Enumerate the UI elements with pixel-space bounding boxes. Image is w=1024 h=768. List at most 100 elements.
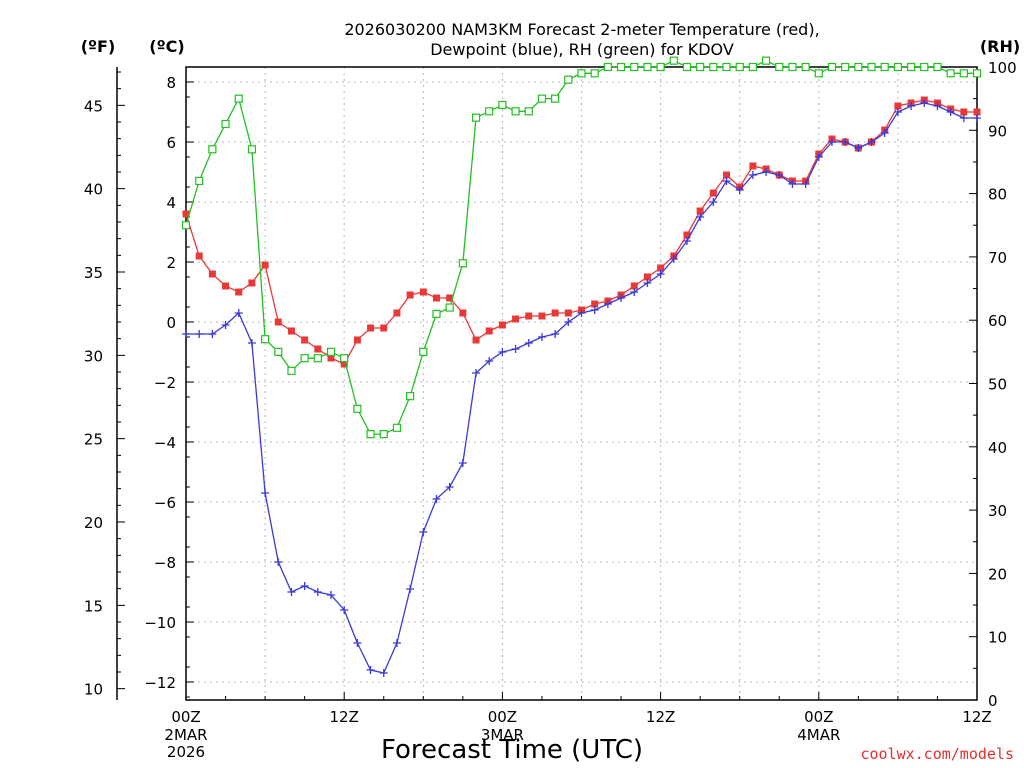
rh-point [696,62,705,72]
temperature-point [222,282,230,290]
rh-point [735,62,744,72]
rh-point [616,62,626,72]
rh-point [485,107,494,116]
temperature-point [459,309,467,317]
temperature-point [301,336,309,344]
rh-point [893,62,903,72]
dewpoint-point [234,309,243,317]
c-tick-label: −2 [154,374,176,392]
rh-point [392,423,402,432]
rh-point [841,62,850,72]
celsius-axis: −12 −10 −8 −6 −4 −2 0 2 4 6 8 [144,66,194,698]
x-tick-label: 00Z [488,708,517,726]
temperature-point [261,261,269,269]
temperature-point [182,210,190,218]
series-dewpoint [182,99,981,677]
dewpoint-point [617,294,626,302]
dewpoint-point [682,237,691,245]
dewpoint-point [762,168,771,176]
temperature-point [696,207,704,215]
rh-point [643,62,652,72]
c-tick-label: 6 [166,134,176,152]
unit-label-fahrenheit: (ºF) [81,37,116,56]
rh-point [564,75,573,84]
rh-point [920,62,929,72]
rh-point [959,69,968,78]
temperature-point [472,336,480,344]
dewpoint-point [933,102,942,110]
temperature-point [723,171,731,179]
rh-point [761,56,771,65]
rh-point [234,94,243,103]
x-tick-label: 12Z [646,708,675,726]
series-layer [181,56,982,677]
dewpoint-point [537,333,546,341]
rh-point [353,404,362,413]
rh-tick-label: 10 [988,629,1007,647]
dewpoint-point [630,288,639,296]
rh-tick-label: 70 [988,249,1007,267]
f-tick-label: 45 [84,97,103,115]
temperature-point [195,252,203,260]
temperature-point [314,345,322,353]
dewpoint-point [327,591,336,599]
rh-point [722,62,731,72]
rh-tick-label: 20 [988,565,1007,583]
dewpoint-point [261,489,270,497]
dewpoint-point [735,186,744,194]
temperature-point [683,231,691,239]
temperature-point [498,321,506,329]
dewpoint-point [920,99,929,107]
c-tick-label: 4 [166,194,176,212]
dewpoint-point [419,528,428,536]
rh-point [511,107,520,116]
temperature-point [538,312,546,320]
rh-point [379,430,388,439]
rh-point [656,62,665,72]
temperature-point [287,327,295,335]
dewpoint-point [577,309,586,317]
rh-tick-label: 90 [988,122,1007,140]
temperature-point [248,279,256,287]
dewpoint-point [498,348,507,356]
temperature-point [894,102,902,110]
dewpoint-point [669,255,678,263]
temperature-point [432,294,440,302]
dewpoint-point [551,330,560,338]
dewpoint-point [485,357,494,365]
rh-point [814,69,823,78]
dewpoint-point [814,153,823,161]
dewpoint-point [392,639,401,647]
rh-point [261,335,270,344]
unit-label-rh: (RH) [980,37,1020,56]
temperature-point [485,327,493,335]
dewpoint-point [656,270,665,278]
rh-point [867,62,876,72]
f-tick-label: 20 [84,514,103,532]
dewpoint-point [353,639,362,647]
rh-point [274,347,283,356]
rh-point [933,62,942,72]
rh-point [537,94,547,103]
rh-point [340,354,349,363]
f-tick-label: 30 [84,347,103,365]
rh-point [406,392,415,401]
rh-point [471,113,481,122]
dewpoint-point [366,666,375,674]
dewpoint-point [643,279,652,287]
rh-point [854,62,863,72]
rh-point [195,176,204,186]
temperature-point [235,288,243,296]
dewpoint-point [511,345,520,353]
plot-frame [185,66,978,701]
temperature-point [419,288,427,296]
rh-point [682,62,692,72]
rh-point [788,62,797,72]
dewpoint-point [195,330,204,338]
rh-point [247,145,257,154]
dewpoint-point [867,138,876,146]
dewpoint-point [880,129,889,137]
temperature-point [340,360,348,368]
rh-tick-label: 30 [988,502,1007,520]
